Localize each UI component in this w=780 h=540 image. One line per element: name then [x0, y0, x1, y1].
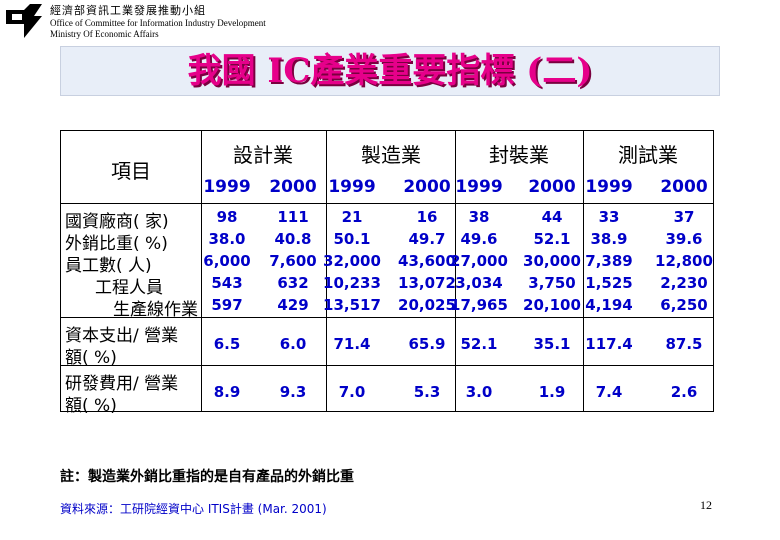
group-header: 測試業: [618, 143, 678, 167]
table-cell: 16: [416, 208, 438, 226]
table-cell: 65.9: [408, 335, 446, 353]
table-cell: 10,233: [323, 274, 381, 292]
source-citation: 資料來源：工研院經資中心 ITIS計畫 (Mar. 2001): [60, 502, 327, 516]
row-label: 額( %): [65, 396, 117, 416]
row-label: 研發費用/ 營業: [65, 374, 179, 394]
table-cell: 44: [541, 208, 563, 226]
group-header: 設計業: [233, 143, 293, 167]
year-header: 2000: [528, 177, 576, 197]
table-cell: 6,000: [203, 252, 251, 270]
table-cell: 3.0: [465, 383, 493, 401]
table-cell: 17,965: [450, 296, 508, 314]
table-cell: 1,525: [585, 274, 633, 292]
table-cell: 6.5: [213, 335, 241, 353]
table-cell: 7.0: [338, 383, 366, 401]
organization-header: 經濟部資訊工業發展推動小組 Office of Committee for In…: [50, 3, 266, 40]
table-cell: 6,250: [660, 296, 708, 314]
org-name-english: Office of Committee for Information Indu…: [50, 18, 266, 28]
table-cell: 21: [341, 208, 363, 226]
table-cell: 2.6: [670, 383, 698, 401]
title-banner: [60, 46, 720, 96]
table-cell: 6.0: [279, 335, 307, 353]
year-header: 2000: [660, 177, 708, 197]
table-cell: 38.0: [208, 230, 246, 248]
table-cell: 117.4: [585, 335, 633, 353]
org-name-chinese: 經濟部資訊工業發展推動小組: [50, 4, 206, 17]
row-label: 生產線作業: [113, 300, 198, 320]
table-cell: 43,600: [398, 252, 456, 270]
table-cell: 38: [468, 208, 490, 226]
table-cell: 30,000: [523, 252, 581, 270]
table-cell: 40.8: [274, 230, 312, 248]
table-cell: 5.3: [413, 383, 441, 401]
table-cell: 37: [673, 208, 695, 226]
table-cell: 7,389: [585, 252, 633, 270]
table-cell: 52.1: [533, 230, 571, 248]
row-label: 工程人員: [95, 278, 163, 298]
table-cell: 32,000: [323, 252, 381, 270]
ministry-logo-icon: [6, 4, 42, 38]
table-cell: 12,800: [655, 252, 713, 270]
page-number: 12: [700, 498, 712, 512]
ministry-name-english: Ministry Of Economic Affairs: [50, 29, 159, 39]
row-label: 員工數( 人): [65, 256, 152, 276]
table-cell: 39.6: [665, 230, 703, 248]
table-cell: 20,025: [398, 296, 456, 314]
table-cell: 4,194: [585, 296, 633, 314]
table-cell: 49.6: [460, 230, 498, 248]
year-header: 2000: [269, 177, 317, 197]
table-cell: 98: [216, 208, 238, 226]
table-cell: 8.9: [213, 383, 241, 401]
table-cell: 9.3: [279, 383, 307, 401]
table-cell: 71.4: [333, 335, 371, 353]
table-cell: 52.1: [460, 335, 498, 353]
table-cell: 87.5: [665, 335, 703, 353]
row-label: 資本支出/ 營業: [65, 326, 179, 346]
year-header: 1999: [585, 177, 633, 197]
table-cell: 27,000: [450, 252, 508, 270]
table-cell: 20,100: [523, 296, 581, 314]
table-cell: 3,034: [455, 274, 503, 292]
table-cell: 2,230: [660, 274, 708, 292]
year-header: 1999: [328, 177, 376, 197]
row-label: 國資廠商( 家): [65, 212, 169, 232]
year-header: 1999: [455, 177, 503, 197]
table-cell: 7.4: [595, 383, 623, 401]
group-header: 封裝業: [489, 143, 549, 167]
table-cell: 597: [211, 296, 243, 314]
table-cell: 49.7: [408, 230, 446, 248]
table-cell: 7,600: [269, 252, 317, 270]
row-label: 外銷比重( %): [65, 234, 168, 254]
year-header: 1999: [203, 177, 251, 197]
table-cell: 35.1: [533, 335, 571, 353]
page-title: 我國 IC產業重要指標 (二): [187, 51, 593, 91]
row-label: 額( %): [65, 348, 117, 368]
item-header: 項目: [111, 159, 151, 183]
table-cell: 13,517: [323, 296, 381, 314]
table-cell: 1.9: [538, 383, 566, 401]
table-cell: 38.9: [590, 230, 628, 248]
table-cell: 3,750: [528, 274, 576, 292]
table-cell: 50.1: [333, 230, 371, 248]
indicator-table: 項目 設計業 製造業 封裝業 測試業 1999 2000 1999 2000 1999 2000 1…: [60, 130, 714, 416]
footnote: 註：製造業外銷比重指的是自有產品的外銷比重: [60, 469, 354, 485]
table-cell: 111: [277, 208, 309, 226]
table-cell: 33: [598, 208, 620, 226]
table-cell: 429: [277, 296, 309, 314]
year-header: 2000: [403, 177, 451, 197]
table-cell: 13,072: [398, 274, 456, 292]
group-header: 製造業: [361, 143, 421, 167]
table-cell: 632: [277, 274, 309, 292]
table-cell: 543: [211, 274, 243, 292]
